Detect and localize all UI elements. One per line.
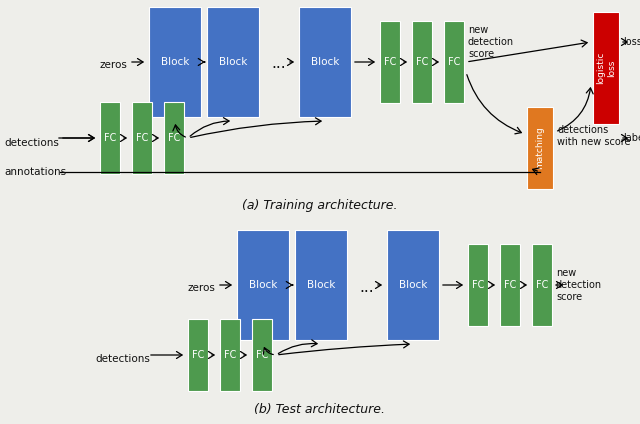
- Text: Block: Block: [307, 280, 335, 290]
- Text: annotations: annotations: [4, 167, 66, 177]
- FancyBboxPatch shape: [593, 12, 619, 124]
- FancyBboxPatch shape: [220, 319, 240, 391]
- FancyBboxPatch shape: [132, 102, 152, 174]
- FancyBboxPatch shape: [468, 244, 488, 326]
- Text: FC: FC: [168, 133, 180, 143]
- Text: ...: ...: [272, 56, 286, 72]
- FancyBboxPatch shape: [188, 319, 208, 391]
- Text: FC: FC: [384, 57, 396, 67]
- Text: Block: Block: [399, 280, 427, 290]
- FancyBboxPatch shape: [444, 21, 464, 103]
- Text: detections: detections: [95, 354, 150, 364]
- Text: FC: FC: [448, 57, 460, 67]
- Text: detections
with new score: detections with new score: [557, 125, 630, 147]
- FancyBboxPatch shape: [527, 107, 553, 189]
- FancyBboxPatch shape: [252, 319, 272, 391]
- Text: FC: FC: [136, 133, 148, 143]
- Text: FC: FC: [472, 280, 484, 290]
- FancyBboxPatch shape: [532, 244, 552, 326]
- Text: matching: matching: [536, 127, 545, 169]
- FancyBboxPatch shape: [100, 102, 120, 174]
- Text: FC: FC: [504, 280, 516, 290]
- Text: FC: FC: [192, 350, 204, 360]
- Text: FC: FC: [256, 350, 268, 360]
- Text: zeros: zeros: [99, 60, 127, 70]
- Text: FC: FC: [416, 57, 428, 67]
- Text: logistic
loss: logistic loss: [596, 52, 616, 84]
- Text: Block: Block: [219, 57, 247, 67]
- Text: labels: labels: [623, 133, 640, 143]
- FancyBboxPatch shape: [299, 7, 351, 117]
- Text: FC: FC: [536, 280, 548, 290]
- FancyBboxPatch shape: [387, 230, 439, 340]
- FancyBboxPatch shape: [207, 7, 259, 117]
- FancyBboxPatch shape: [380, 21, 400, 103]
- FancyBboxPatch shape: [295, 230, 347, 340]
- FancyBboxPatch shape: [164, 102, 184, 174]
- Text: Block: Block: [249, 280, 277, 290]
- Text: ...: ...: [360, 279, 374, 295]
- Text: (b) Test architecture.: (b) Test architecture.: [255, 404, 385, 416]
- Text: detections: detections: [4, 138, 59, 148]
- Text: (a) Training architecture.: (a) Training architecture.: [243, 198, 397, 212]
- FancyBboxPatch shape: [149, 7, 201, 117]
- Text: Block: Block: [311, 57, 339, 67]
- Text: FC: FC: [104, 133, 116, 143]
- Text: FC: FC: [224, 350, 236, 360]
- FancyBboxPatch shape: [237, 230, 289, 340]
- Text: loss: loss: [623, 37, 640, 47]
- FancyBboxPatch shape: [412, 21, 432, 103]
- Text: zeros: zeros: [187, 283, 215, 293]
- Text: new
detection
score: new detection score: [556, 268, 602, 301]
- FancyBboxPatch shape: [500, 244, 520, 326]
- Text: Block: Block: [161, 57, 189, 67]
- Text: new
detection
score: new detection score: [468, 25, 514, 59]
